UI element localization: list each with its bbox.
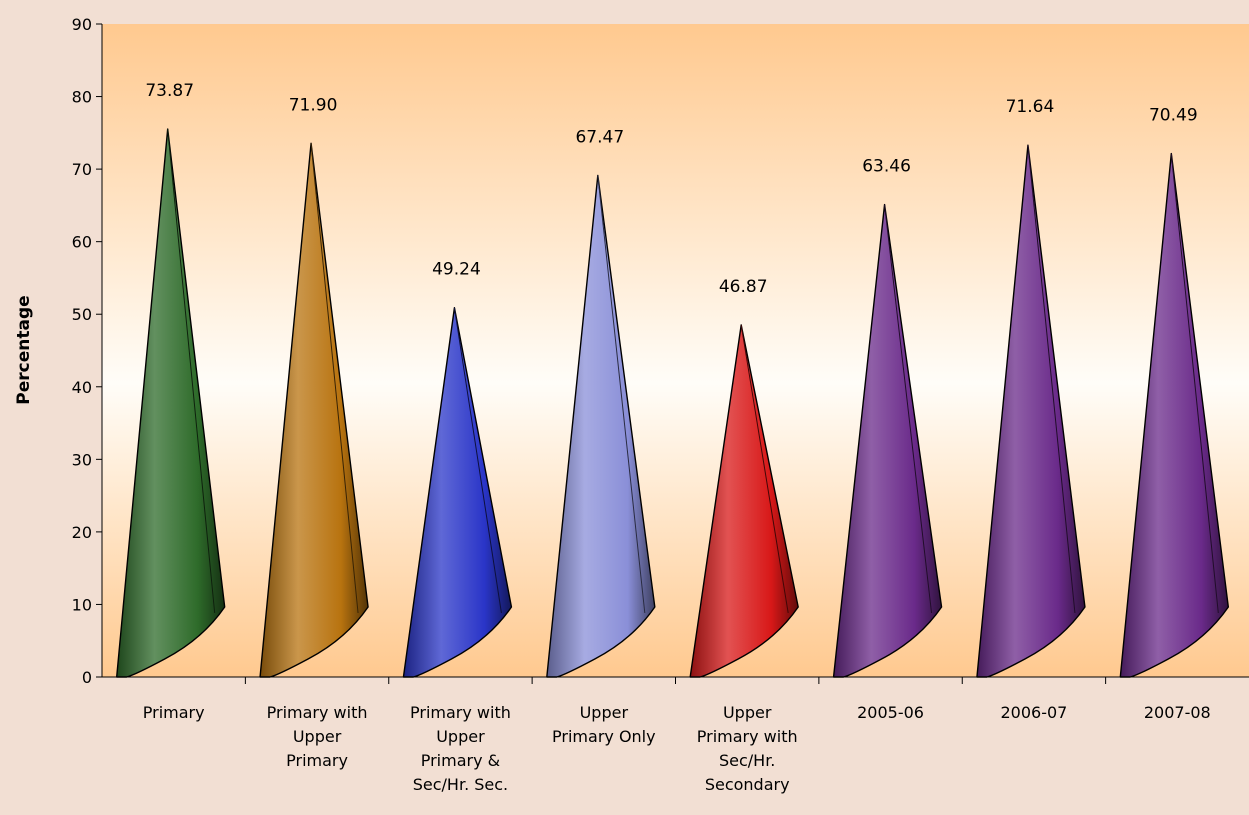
data-label: 67.47 xyxy=(575,127,624,147)
cone-ridge xyxy=(453,307,502,614)
y-tick-label: 50 xyxy=(72,305,92,324)
y-tick-label: 0 xyxy=(82,668,92,687)
cone-bar xyxy=(832,203,943,678)
y-tick-label: 80 xyxy=(72,88,92,107)
chart-marks: 73.87 71.90 49.24 67.47 46.87 63.46 71.64 70.49 xyxy=(115,81,1230,678)
category-label: Primary with Upper Primary xyxy=(267,703,368,770)
cone-ridge xyxy=(740,324,789,614)
cone-ridge xyxy=(597,175,646,614)
cone-ridge xyxy=(1027,145,1076,614)
y-tick-label: 70 xyxy=(72,160,92,179)
cone-ridge xyxy=(1170,153,1219,614)
data-label: 63.46 xyxy=(862,157,911,177)
y-tick-label: 30 xyxy=(72,450,92,469)
y-tick-label: 10 xyxy=(72,595,92,614)
cone-bar xyxy=(259,142,369,678)
cone-ridge xyxy=(167,128,216,614)
cone-bar xyxy=(546,174,656,678)
cone-ridge xyxy=(310,143,359,614)
data-label: 46.87 xyxy=(719,277,768,297)
category-label: Upper Primary with Sec/Hr. Secondary xyxy=(697,703,798,794)
category-label: Upper Primary Only xyxy=(552,703,656,746)
cone-bar xyxy=(689,324,799,678)
y-axis-title: Percentage xyxy=(14,295,34,404)
y-tick-label: 40 xyxy=(72,378,92,397)
y-tick-label: 90 xyxy=(72,15,92,34)
category-label: 2006-07 xyxy=(1001,703,1068,722)
data-label: 71.64 xyxy=(1006,97,1055,117)
data-label: 70.49 xyxy=(1149,106,1198,126)
y-tick-label: 60 xyxy=(72,233,92,252)
category-label: 2005-06 xyxy=(857,703,924,722)
cone-bar xyxy=(115,128,226,678)
data-label: 49.24 xyxy=(432,260,481,280)
data-label: 73.87 xyxy=(145,81,194,101)
category-label: Primary xyxy=(143,703,205,722)
cone-bar xyxy=(402,307,513,678)
cone-bar xyxy=(976,144,1086,678)
cone-bar xyxy=(1119,152,1230,678)
y-tick-label: 20 xyxy=(72,523,92,542)
chart-axes: 0 10 20 30 40 50 60 70 80 90 Primary Primary with Up… xyxy=(72,15,1249,794)
category-label: Primary with Upper Primary & Sec/Hr. Sec. xyxy=(410,703,511,794)
data-label: 71.90 xyxy=(289,95,338,115)
cone-ridge xyxy=(884,204,933,614)
category-label: 2007-08 xyxy=(1144,703,1211,722)
